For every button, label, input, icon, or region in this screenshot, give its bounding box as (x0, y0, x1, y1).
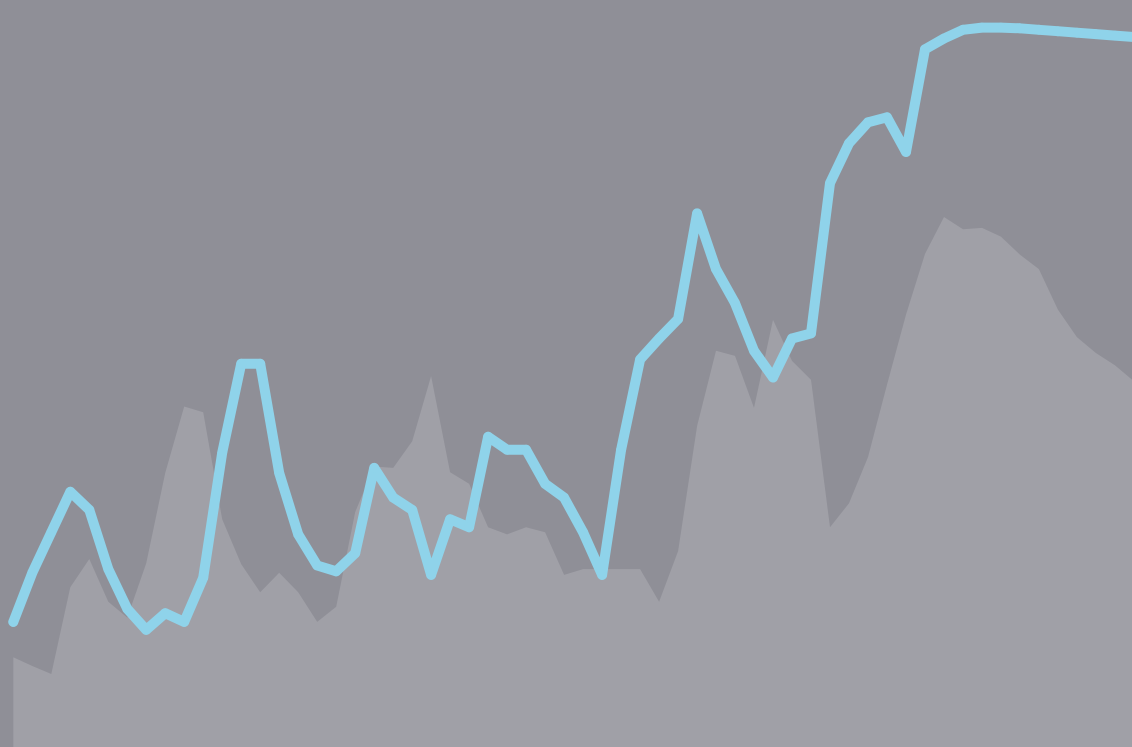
line-point (844, 138, 854, 149)
line-point (369, 462, 380, 473)
line-point (293, 529, 304, 540)
line-point (559, 492, 570, 503)
line-point (65, 486, 76, 497)
line-point (388, 492, 399, 503)
line-point (464, 522, 475, 533)
line-point (806, 328, 816, 339)
line-point (1128, 32, 1132, 42)
area-series-fill (13, 217, 1132, 747)
line-point (1033, 24, 1044, 35)
line-point (160, 608, 171, 619)
line-point (274, 468, 285, 478)
line-point (1090, 29, 1101, 40)
line-point (673, 314, 684, 324)
line-point (863, 117, 873, 128)
line-point (787, 333, 797, 344)
line-point (331, 566, 342, 577)
line-point (255, 358, 266, 369)
line-point (445, 514, 456, 525)
line-point (521, 444, 532, 455)
line-point (103, 564, 114, 575)
line-point (312, 560, 323, 571)
line-point (122, 603, 133, 614)
line-point (768, 372, 778, 383)
line-point (84, 504, 95, 515)
line-point (426, 569, 437, 580)
line-point (825, 178, 835, 189)
line-point (939, 33, 949, 44)
line-point (141, 624, 152, 635)
line-point (578, 527, 589, 538)
line-point (616, 444, 627, 455)
line-point (1071, 27, 1082, 38)
series-layer (8, 22, 1132, 747)
line-point (692, 208, 703, 219)
line-point (8, 616, 19, 627)
line-point (958, 24, 968, 35)
line-point (730, 298, 740, 309)
line-point (1014, 23, 1025, 34)
line-point (654, 333, 665, 344)
line-point (882, 112, 892, 123)
line-point (236, 358, 247, 369)
line-point (350, 548, 361, 559)
line-point (27, 567, 38, 578)
line-point (483, 431, 494, 442)
line-point (540, 478, 551, 489)
line-point (217, 447, 228, 458)
line-point (977, 22, 987, 33)
line-point (635, 354, 646, 365)
line-point (179, 616, 190, 627)
line-point (1109, 30, 1120, 41)
line-point (597, 569, 608, 580)
line-point (901, 147, 911, 157)
line-point (46, 527, 57, 538)
line-point (502, 444, 513, 455)
line-point (711, 264, 721, 275)
line-point (407, 504, 418, 515)
line-point (1052, 26, 1063, 37)
line-point (198, 572, 209, 583)
line-point (920, 44, 930, 55)
line-point (749, 345, 759, 356)
line-point (995, 22, 1006, 33)
